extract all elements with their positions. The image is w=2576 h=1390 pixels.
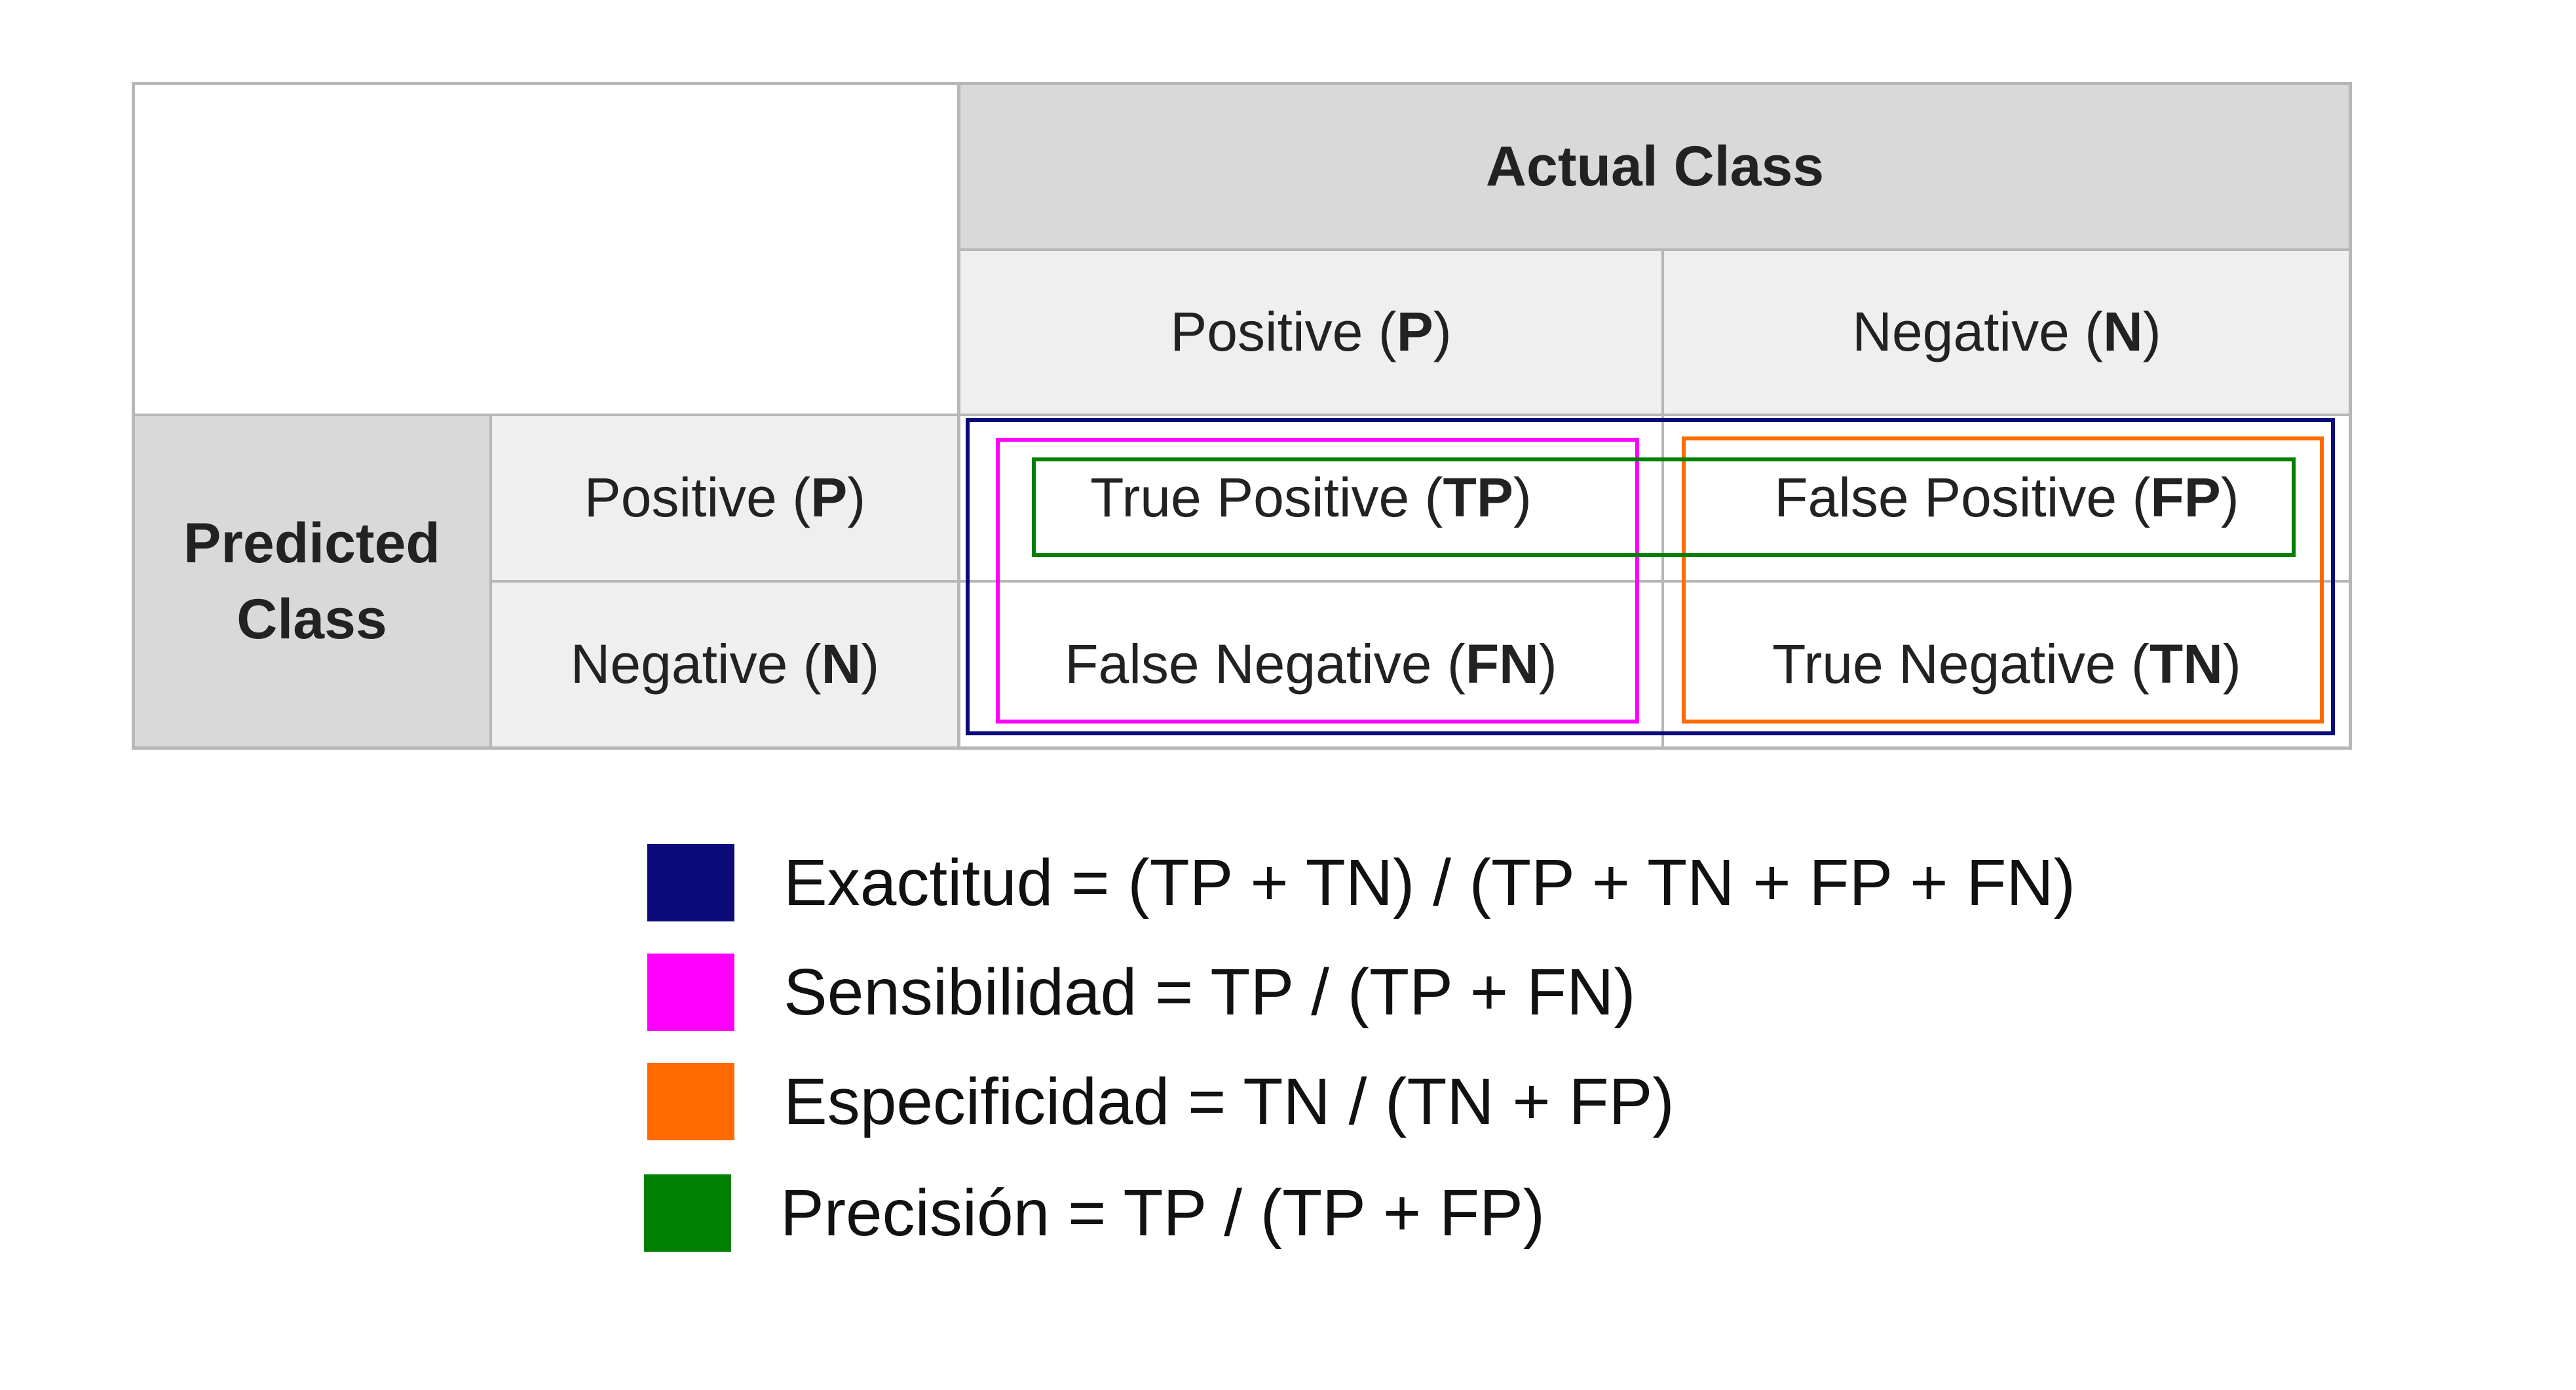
grid-line (133, 414, 2352, 416)
true-negative-cell: True Negative (TN) (1772, 633, 2241, 695)
especificidad-highlight-box (1682, 436, 2324, 724)
legend-text-sensibilidad: Sensibilidad = TP / (TP + FN) (784, 955, 1636, 1029)
actual-positive-header: Positive (P) (959, 250, 1663, 415)
true-positive-cell: True Positive (TP) (1090, 467, 1532, 529)
precision-highlight-box (1032, 457, 2296, 557)
precision-swatch (644, 1174, 731, 1252)
exactitud-swatch (647, 844, 734, 921)
predicted-class-header: Predicted Class (133, 415, 491, 748)
especificidad-swatch (647, 1063, 734, 1140)
legend-text-precision: Precisión = TP / (TP + FP) (780, 1176, 1545, 1250)
legend-item-especificidad: Especificidad = TN / (TN + FP) (647, 1063, 1675, 1140)
exactitud-highlight-box (966, 418, 2335, 735)
legend-item-exactitud: Exactitud = (TP + TN) / (TP + TN + FP + … (647, 844, 2075, 921)
grid-line (491, 580, 2351, 583)
actual-class-header: Actual Class (959, 83, 2351, 250)
false-positive-cell: False Positive (FP) (1774, 467, 2239, 529)
legend-text-especificidad: Especificidad = TN / (TN + FP) (784, 1064, 1675, 1138)
grid-line (133, 82, 2352, 85)
grid-line (489, 415, 492, 748)
grid-line (133, 746, 2352, 750)
sensibilidad-highlight-box (996, 438, 1639, 724)
sensibilidad-swatch (647, 954, 734, 1031)
legend-item-sensibilidad: Sensibilidad = TP / (TP + FN) (647, 954, 1636, 1031)
predicted-negative-header: Negative (N) (491, 581, 959, 748)
predicted-positive-header: Positive (P) (491, 415, 959, 581)
legend-text-exactitud: Exactitud = (TP + TN) / (TP + TN + FP + … (784, 845, 2075, 919)
actual-negative-header: Negative (N) (1663, 250, 2351, 415)
grid-line (959, 248, 2351, 251)
false-negative-cell: False Negative (FN) (1065, 633, 1557, 695)
legend-item-precision: Precisión = TP / (TP + FP) (644, 1174, 1545, 1252)
grid-line (1661, 250, 1664, 748)
